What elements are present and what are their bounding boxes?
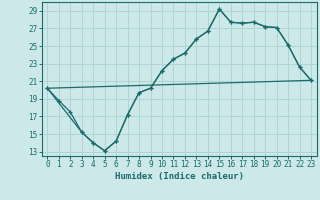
X-axis label: Humidex (Indice chaleur): Humidex (Indice chaleur)	[115, 172, 244, 181]
